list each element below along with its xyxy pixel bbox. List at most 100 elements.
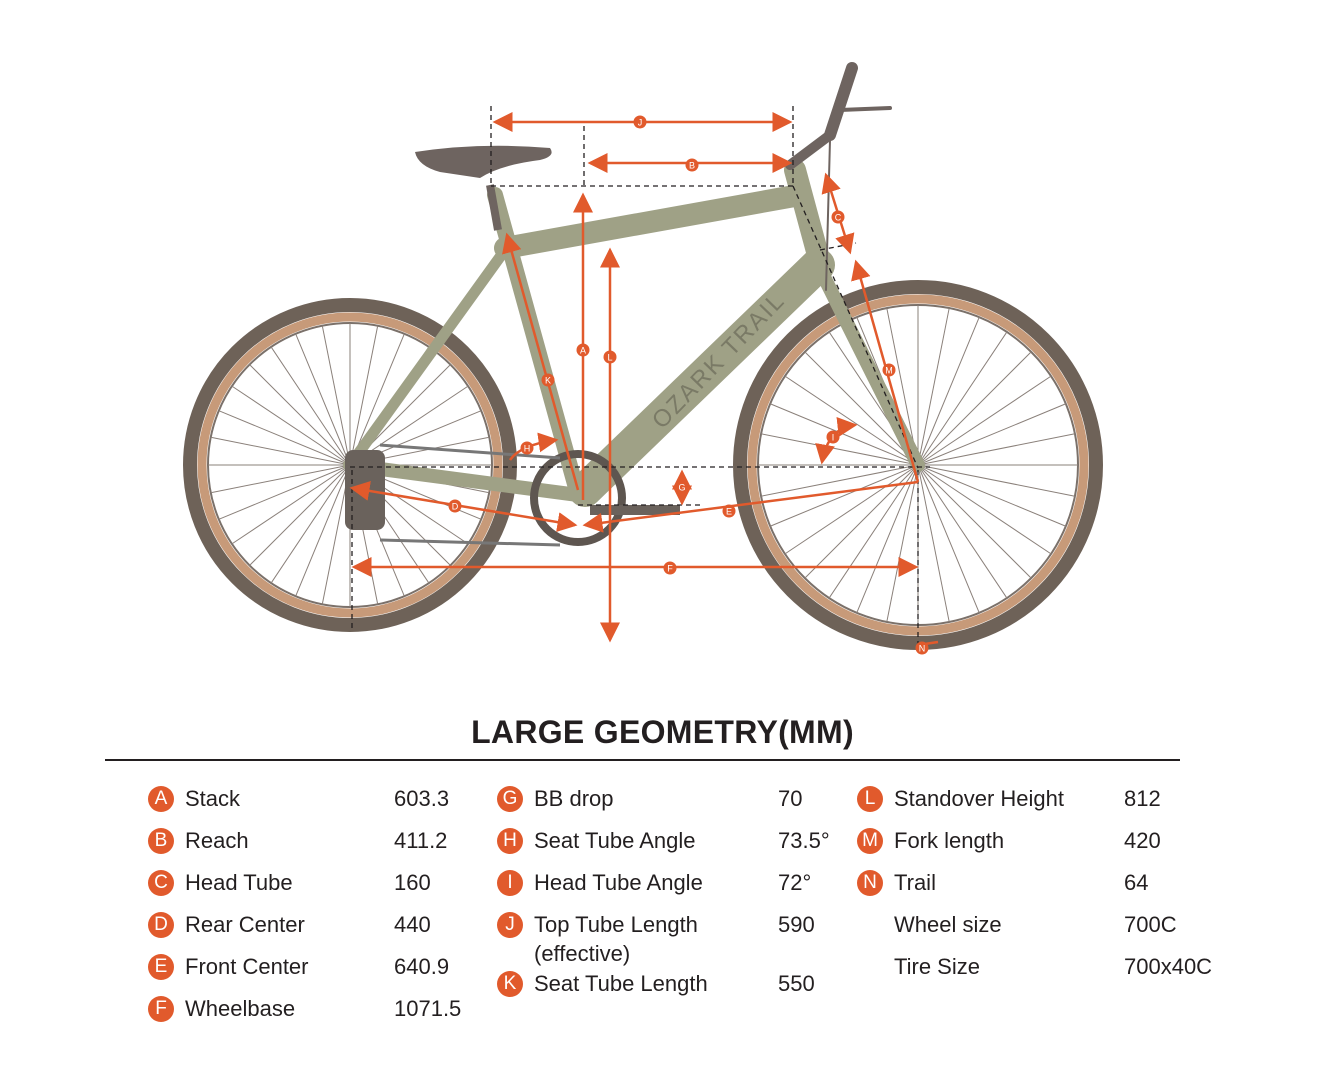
dimension-marker: [685, 158, 699, 172]
spec-label: Head Tube: [185, 870, 293, 895]
letter-badge: I: [497, 870, 523, 896]
spoke: [249, 464, 351, 566]
spec-value: 603.3: [394, 786, 450, 811]
spec-label: Wheelbase: [185, 996, 296, 1021]
spec-label: Top Tube Length: [534, 912, 698, 937]
spec-value: 70: [778, 786, 803, 811]
dimension-letter: K: [545, 376, 551, 386]
spoke: [270, 346, 351, 466]
spoke: [917, 433, 1076, 466]
letter-badge: J: [497, 912, 523, 938]
dimension-marker: [541, 373, 555, 387]
spoke: [917, 464, 1008, 599]
spec-value: 1071.5: [394, 996, 462, 1021]
spoke: [321, 325, 351, 466]
spoke: [917, 375, 1052, 466]
spoke: [917, 316, 980, 466]
dimension-marker: [633, 115, 647, 129]
saddle-and-seatpost: [415, 145, 552, 231]
spec-label: Standover Height: [894, 786, 1064, 811]
letter-badge: K: [497, 971, 523, 998]
dimension-marker: [448, 499, 462, 513]
dimension-letter: I: [832, 433, 835, 443]
dimension-marker: [675, 480, 689, 494]
spoke: [231, 464, 351, 545]
spec-label: Seat Tube Length: [534, 971, 708, 997]
spoke: [249, 364, 351, 466]
dimension-labels: A B C D E F G H I J K L M N: [448, 115, 929, 655]
spec-label: Wheel size: [894, 912, 1002, 937]
spoke: [231, 385, 351, 466]
letter-badge: A: [148, 786, 174, 812]
letter-badge: F: [148, 996, 174, 1022]
spoke: [917, 464, 950, 623]
spec-value: 160: [394, 870, 431, 895]
spoke: [804, 464, 919, 579]
spec-value: 550: [778, 971, 815, 997]
letter-badge: M: [857, 828, 883, 854]
spec-value: 700C: [1124, 912, 1177, 937]
dimension-marker: [915, 641, 929, 655]
spoke: [210, 464, 351, 494]
dimension-marker: [520, 441, 534, 455]
dimension-letter: C: [835, 213, 842, 223]
spec-value: 640.9: [394, 954, 450, 979]
dimension-letter: L: [607, 353, 612, 363]
dimension-letter: H: [524, 444, 531, 454]
letter-badge: E: [148, 954, 174, 980]
spec-value: 700x40C: [1124, 954, 1213, 979]
letter-badge: L: [857, 786, 883, 812]
letter-badge: N: [857, 870, 883, 896]
dimension-marker: [722, 504, 736, 518]
letter-badge: C: [148, 870, 174, 896]
spec-label: Reach: [185, 828, 249, 853]
spec-label: Fork length: [894, 828, 1005, 853]
dimension-letter: F: [667, 564, 673, 574]
spoke: [784, 464, 919, 555]
spoke: [886, 307, 919, 466]
spoke: [349, 325, 379, 466]
spec-label: Front Center: [185, 954, 309, 979]
spoke: [804, 351, 919, 466]
spoke: [917, 464, 1052, 555]
page-title: LARGE GEOMETRY(MM): [471, 714, 854, 750]
spec-label: Seat Tube Angle: [534, 828, 696, 853]
spoke: [760, 464, 919, 497]
spec-label-note: (effective): [534, 941, 631, 966]
spoke: [270, 464, 351, 584]
dimension-letter: E: [726, 507, 732, 517]
dimension-letter: N: [919, 644, 926, 654]
spec-value: 420: [1124, 828, 1161, 853]
bike-geometry-diagram: OZARK TRAIL: [183, 62, 1103, 655]
letter-badge: B: [148, 828, 174, 854]
spoke: [218, 464, 351, 520]
spoke: [917, 331, 1008, 466]
spoke: [917, 464, 1067, 527]
letter-badge: D: [148, 912, 174, 938]
dimension-marker: [663, 561, 677, 575]
spec-label: Rear Center: [185, 912, 305, 937]
spec-value: 812: [1124, 786, 1161, 811]
spec-value: 411.2: [394, 828, 448, 853]
spoke: [886, 464, 919, 623]
spec-label: Stack: [185, 786, 241, 811]
spec-value: 73.5°: [778, 828, 830, 853]
spec-value: 440: [394, 912, 431, 937]
spoke: [917, 464, 1032, 579]
dimension-letter: G: [678, 483, 685, 493]
title-divider: [105, 759, 1180, 761]
spoke: [917, 351, 1032, 466]
dimension-letter: B: [689, 161, 695, 171]
spoke: [917, 307, 950, 466]
spec-label: Tire Size: [894, 954, 980, 979]
spec-value: 72°: [778, 870, 812, 895]
spec-label: Trail: [894, 870, 936, 895]
dimension-letter: J: [638, 118, 643, 128]
spoke: [769, 464, 919, 527]
dimension-marker: [831, 210, 845, 224]
dimension-marker: [826, 430, 840, 444]
spoke: [856, 464, 919, 614]
letter-badge: H: [497, 828, 523, 854]
dimension-letter: M: [885, 366, 893, 376]
spec-label: Head Tube Angle: [534, 870, 703, 895]
